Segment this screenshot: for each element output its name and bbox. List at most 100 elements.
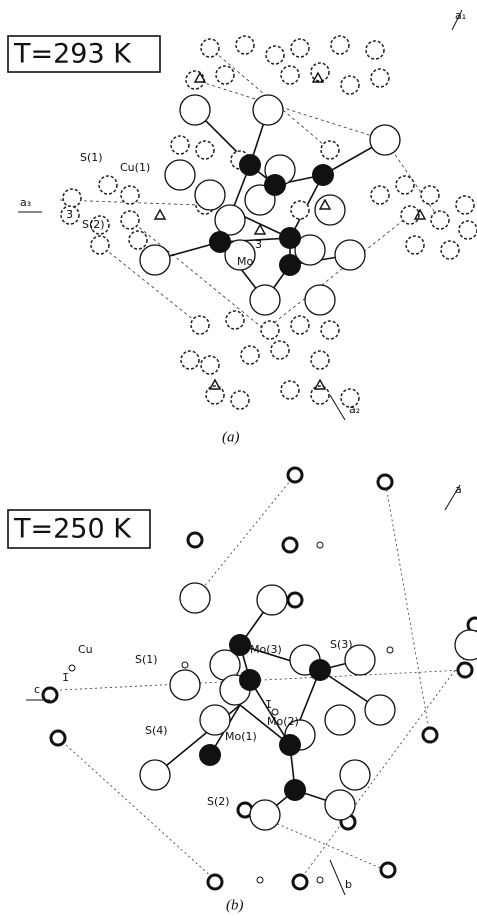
atom-label: Mo(3) xyxy=(250,643,282,656)
cu-atom xyxy=(208,875,222,889)
axis-arrow xyxy=(330,860,345,895)
cu-atom xyxy=(181,351,199,369)
cu-atom xyxy=(201,39,219,57)
cu-atom xyxy=(226,311,244,329)
s-atom xyxy=(340,760,370,790)
atom-label: S(1) xyxy=(80,151,103,164)
cu-atom xyxy=(63,189,81,207)
mo-atom xyxy=(279,734,301,756)
atom-label: S(3) xyxy=(330,638,353,651)
symmetry-label: 1̄ xyxy=(62,671,69,684)
cu-atom xyxy=(431,211,449,229)
cu-atom xyxy=(291,316,309,334)
s-atom xyxy=(140,760,170,790)
dashed-line xyxy=(300,650,470,880)
s-atom xyxy=(215,205,245,235)
cu-atom xyxy=(321,321,339,339)
axis-label: c xyxy=(34,683,40,696)
cu-atom xyxy=(371,69,389,87)
mo-atom xyxy=(199,744,221,766)
mo-atom xyxy=(239,154,261,176)
mo-atom xyxy=(264,174,286,196)
cu-atom xyxy=(266,46,284,64)
axis-label: a xyxy=(455,483,462,496)
cu-atom xyxy=(396,176,414,194)
cu-atom xyxy=(366,41,384,59)
s-atom xyxy=(195,180,225,210)
cu-atom xyxy=(381,863,395,877)
cu-atom xyxy=(283,538,297,552)
inversion-center xyxy=(182,662,188,668)
symmetry-label: 1̄ xyxy=(265,698,272,711)
s-atom xyxy=(180,583,210,613)
cu-atom xyxy=(293,875,307,889)
s-atom xyxy=(305,285,335,315)
s-atom xyxy=(370,125,400,155)
cu-atom xyxy=(196,141,214,159)
cu-atom xyxy=(421,186,439,204)
atom-label: S(4) xyxy=(145,724,168,737)
mo-atom xyxy=(279,227,301,249)
cu-atom xyxy=(121,186,139,204)
mo-atom xyxy=(284,779,306,801)
mo-atom xyxy=(312,164,334,186)
cu-atom xyxy=(236,36,254,54)
cu-atom xyxy=(216,66,234,84)
inversion-center xyxy=(387,647,393,653)
s-atom xyxy=(170,670,200,700)
axis-label: a₁ xyxy=(455,9,466,22)
cu-atom xyxy=(91,236,109,254)
mo-atom xyxy=(309,659,331,681)
atom-label: Mo(1) xyxy=(225,730,257,743)
cu-atom xyxy=(311,351,329,369)
s-atom xyxy=(325,705,355,735)
dashed-line xyxy=(195,475,295,598)
s-atom xyxy=(253,95,283,125)
atom-label: S(1) xyxy=(135,653,158,666)
cu-atom xyxy=(458,663,472,677)
dashed-line xyxy=(55,735,215,880)
axis-label: b xyxy=(345,878,352,891)
figure: T=293 K Cu(1) S(1) S(2) Mo a₁ a₃ a₂ 3̄ 3… xyxy=(0,0,477,916)
atom-label: Cu xyxy=(78,643,93,656)
caption: (a) xyxy=(222,429,240,445)
cu-atom xyxy=(188,533,202,547)
cu-atom xyxy=(191,316,209,334)
cu-atom xyxy=(341,76,359,94)
cu-atom xyxy=(121,211,139,229)
temperature: T=293 K xyxy=(13,39,132,70)
s-atom xyxy=(165,160,195,190)
s-atom xyxy=(365,695,395,725)
symmetry-label: 3̄ xyxy=(255,238,262,251)
atom-label: Mo(2) xyxy=(267,715,299,728)
cu-atom xyxy=(51,731,65,745)
cu-atom xyxy=(378,475,392,489)
inversion-center xyxy=(317,877,323,883)
cu-atom xyxy=(441,241,459,259)
s-atom xyxy=(315,195,345,225)
axis-label: a₃ xyxy=(20,196,31,209)
s-atom xyxy=(325,790,355,820)
s-atom xyxy=(140,245,170,275)
cu-atom xyxy=(291,39,309,57)
cu-atom xyxy=(99,176,117,194)
dashed-line xyxy=(385,480,430,735)
cu-atom xyxy=(281,381,299,399)
cu-atom xyxy=(186,71,204,89)
symmetry-marker xyxy=(155,210,165,219)
s-atom xyxy=(257,585,287,615)
inversion-center xyxy=(317,542,323,548)
cu-atom xyxy=(231,391,249,409)
cu-atom xyxy=(281,66,299,84)
s-atom xyxy=(250,800,280,830)
mo-atom xyxy=(279,254,301,276)
cu-atom xyxy=(331,36,349,54)
cu-atom xyxy=(459,221,477,239)
atom-label: S(2) xyxy=(207,795,230,808)
s-atom xyxy=(250,285,280,315)
cu-atom xyxy=(401,206,419,224)
cu-atom xyxy=(321,141,339,159)
cu-atom xyxy=(456,196,474,214)
mo-atom xyxy=(229,634,251,656)
cu-atom xyxy=(406,236,424,254)
